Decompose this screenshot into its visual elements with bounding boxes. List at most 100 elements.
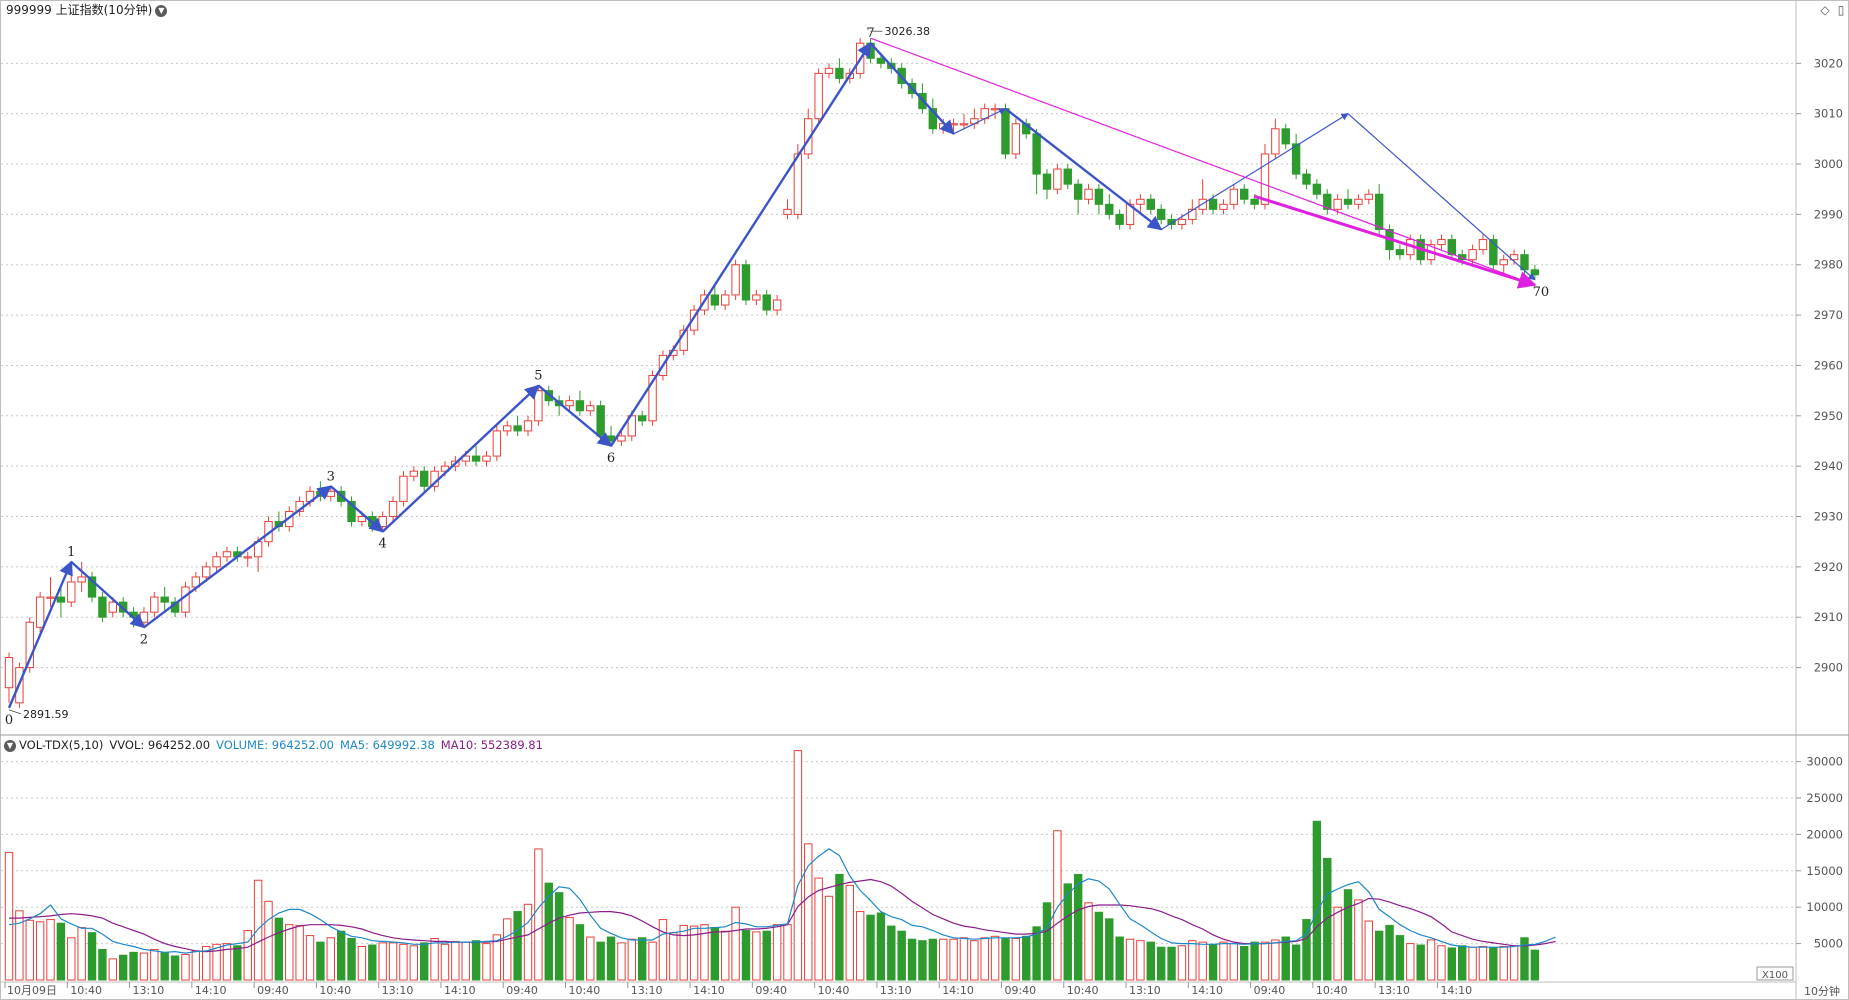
candle-body — [575, 400, 585, 412]
diamond-icon[interactable]: ◇ — [1820, 3, 1830, 17]
candle — [752, 289, 761, 306]
candle-body — [1312, 183, 1322, 195]
time-tick-label: 13:10 — [880, 984, 912, 997]
volume-bar — [959, 937, 969, 981]
volume-bar — [77, 927, 86, 981]
time-tick-label: 10:40 — [1316, 984, 1348, 997]
price-tick-label: 2990 — [1814, 207, 1843, 221]
volume-bar — [1250, 941, 1259, 981]
candle-body — [1250, 198, 1259, 205]
candle-body — [399, 475, 408, 502]
candle — [1271, 118, 1280, 159]
candle-body — [1167, 218, 1176, 225]
price-tick-label: 2970 — [1814, 308, 1843, 322]
volume-bar — [1343, 889, 1353, 981]
volume-bar — [679, 924, 688, 981]
candle-body — [1271, 128, 1280, 155]
volume-bar — [669, 932, 678, 981]
volume-bar — [285, 924, 294, 981]
candle — [492, 425, 502, 462]
time-tick-label: 10:40 — [70, 984, 102, 997]
indicator-name[interactable]: VOL-TDX(5,10) — [19, 738, 104, 752]
volume-bar — [336, 930, 346, 981]
volume-bar — [1208, 943, 1218, 981]
time-tick-label: 13:10 — [631, 984, 663, 997]
candle-body — [741, 264, 751, 301]
chevron-down-icon[interactable]: ▼ — [155, 4, 168, 17]
wave-label: 70 — [1533, 285, 1550, 300]
candle — [482, 451, 491, 467]
candle-body — [752, 294, 761, 301]
volume-bar — [1416, 944, 1425, 981]
candle-body — [824, 67, 834, 74]
candle-body — [637, 415, 647, 422]
volume-bar — [1167, 946, 1176, 981]
candle — [617, 430, 626, 447]
price-tick-label: 2980 — [1814, 258, 1843, 272]
volume-bar — [1084, 902, 1093, 981]
candle-body — [4, 657, 14, 689]
volume-bar — [170, 955, 180, 981]
candle-body — [1001, 108, 1010, 155]
candle — [98, 592, 107, 623]
candle — [388, 496, 398, 522]
volume-bar — [523, 903, 533, 981]
candle-body — [1011, 123, 1021, 155]
volume-bar — [606, 936, 616, 981]
candle — [1354, 194, 1363, 210]
volume-bar — [897, 930, 906, 981]
volume-bar — [1364, 920, 1373, 981]
chart-title[interactable]: 999999 上证指数(10分钟) ▼ — [6, 2, 168, 18]
wave-segment — [1004, 107, 1163, 231]
candle — [1395, 244, 1405, 260]
volume-bar — [316, 941, 325, 981]
candle-body — [1374, 193, 1384, 230]
candle-body — [523, 420, 533, 432]
candle — [222, 546, 232, 562]
candle — [731, 259, 740, 300]
candle — [181, 581, 190, 618]
price-annotation: 2891.59 — [23, 708, 69, 721]
candle — [212, 551, 221, 572]
wave-segment — [7, 560, 73, 709]
candle — [762, 289, 771, 316]
candle-body — [731, 264, 740, 296]
candle-body — [1437, 239, 1446, 246]
candle-body — [1499, 259, 1508, 266]
volume-tick-label: 10000 — [1806, 900, 1843, 914]
candle-body — [35, 596, 45, 628]
candle-body — [1343, 198, 1353, 205]
panel-toggle-icon[interactable]: ▯ — [1837, 3, 1845, 17]
volume-tick-label: 5000 — [1814, 937, 1843, 951]
candle — [1146, 194, 1155, 215]
candle-body — [1447, 239, 1457, 256]
volume-bar — [544, 882, 553, 981]
candle — [1063, 164, 1072, 190]
volume-bar — [1281, 936, 1290, 981]
time-tick-label: 10:40 — [569, 984, 601, 997]
volume-bar — [731, 906, 740, 981]
candle-body — [1146, 198, 1155, 210]
volume-bar — [1001, 937, 1010, 981]
candle — [1343, 189, 1353, 210]
candle-body — [793, 153, 803, 215]
price-annotation: 3026.38 — [885, 25, 931, 38]
candle — [1509, 249, 1519, 265]
candle — [1489, 234, 1498, 270]
candle — [87, 571, 97, 603]
time-tick-label: 10:40 — [818, 984, 850, 997]
candle — [710, 284, 720, 311]
volume-bar — [1323, 857, 1332, 981]
chevron-down-icon[interactable]: ▼ — [4, 739, 16, 752]
volume-bar — [1312, 820, 1322, 981]
volume-bar — [1509, 945, 1519, 981]
ma5-value: MA5: 649992.38 — [339, 738, 435, 752]
candle-body — [1208, 198, 1218, 210]
volume-bar — [741, 929, 751, 981]
candle-body — [1094, 188, 1104, 205]
candle — [1032, 128, 1041, 195]
candle-body — [534, 390, 543, 422]
volume-bar — [461, 941, 470, 981]
